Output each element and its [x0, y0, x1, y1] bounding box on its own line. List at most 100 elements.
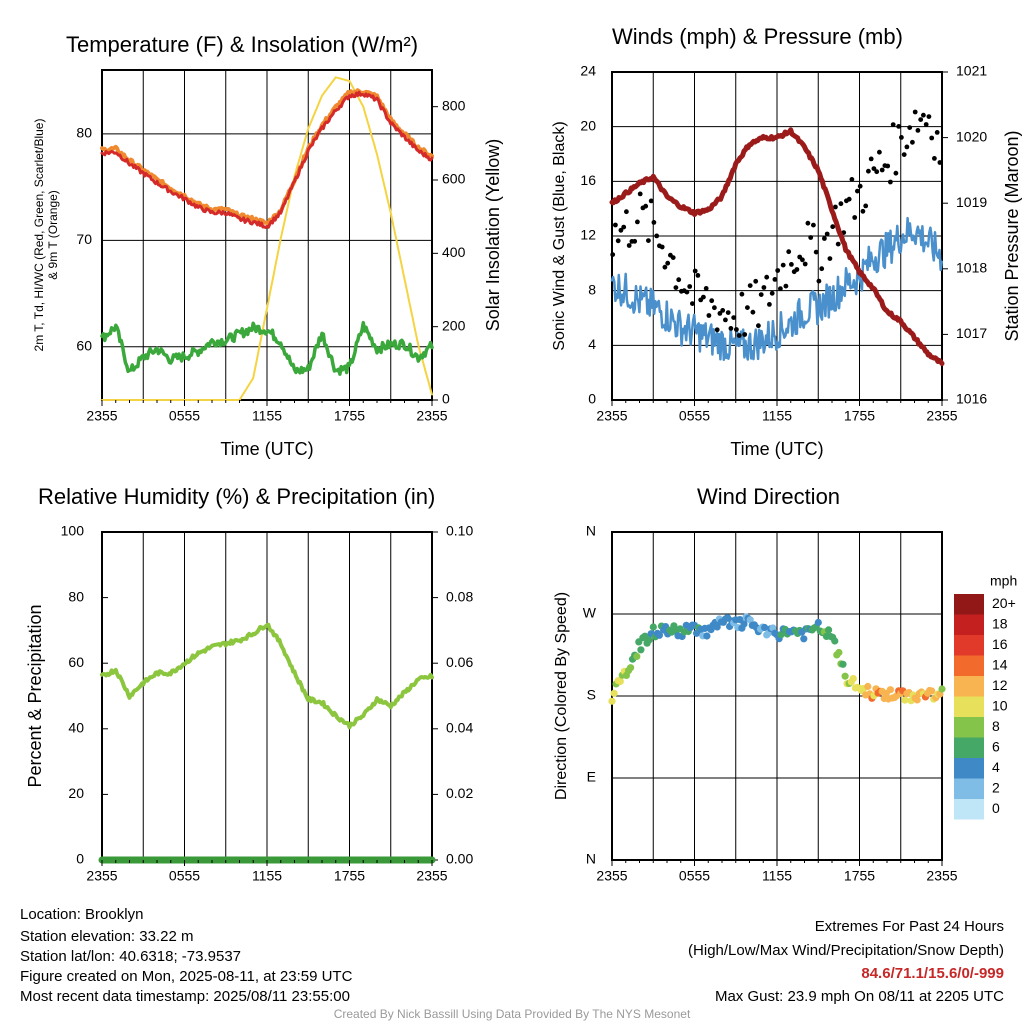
gust-point — [662, 264, 668, 270]
gust-point — [877, 149, 882, 155]
rh-y-tick-label: 80 — [68, 588, 84, 604]
direction-point — [608, 697, 616, 705]
colorbar-label: 4 — [992, 759, 1000, 775]
rh-y-tick-label: 100 — [61, 523, 85, 539]
direction-point — [703, 632, 711, 640]
gust-point — [731, 315, 737, 320]
gust-point — [813, 249, 819, 255]
dir-x-tick-label: 1755 — [844, 868, 875, 884]
gust-point — [811, 222, 816, 228]
direction-point — [928, 687, 936, 695]
gust-point — [830, 224, 836, 230]
gust-point — [673, 285, 679, 290]
gust-point — [637, 191, 643, 197]
gust-point — [778, 286, 783, 292]
gust-point — [761, 285, 767, 290]
dir-y-tick-label: E — [587, 769, 596, 785]
temp-x-axis-label: Time (UTC) — [220, 439, 313, 459]
direction-point — [627, 664, 635, 672]
gust-point — [835, 241, 841, 247]
gust-point — [802, 261, 808, 267]
temp-x-tick-label: 2355 — [86, 408, 117, 424]
temp-y-axis-label: 2m T, Td, HI/WC (Red, Green, Scarlet/Blu… — [32, 119, 46, 352]
direction-point — [637, 646, 645, 654]
gust-point — [618, 227, 624, 233]
direction-point — [616, 677, 624, 686]
rh-x-tick-label: 0555 — [169, 868, 200, 884]
gust-point — [613, 222, 618, 228]
gust-point — [621, 224, 627, 230]
rh-x-tick-label: 1155 — [252, 868, 282, 884]
gust-point — [632, 238, 638, 244]
created-label: Figure created on Mon, 2025-08-11, at 23… — [20, 968, 353, 985]
gust-point — [827, 256, 833, 261]
precip-y-tick-label: 0.08 — [446, 588, 473, 604]
direction-point — [814, 618, 822, 627]
direction-point — [713, 623, 721, 631]
gust-point — [767, 302, 772, 307]
gust-point — [921, 112, 926, 118]
gust-point — [701, 294, 706, 300]
gust-point — [742, 332, 748, 337]
colorbar-cell — [954, 717, 984, 738]
direction-panel-title: Wind Direction — [697, 484, 841, 509]
precip-y-tick-label: 0.02 — [446, 785, 473, 801]
gust-point — [684, 289, 690, 295]
elevation-label: Station elevation: 33.22 m — [20, 928, 194, 945]
colorbar-label: 0 — [992, 800, 1000, 816]
gust-point — [816, 278, 822, 284]
max-gust-label: Max Gust: 23.9 mph On 08/11 at 2205 UTC — [714, 988, 1004, 1005]
gust-point — [890, 122, 896, 127]
dir-x-tick-label: 2355 — [926, 868, 957, 884]
gust-point — [857, 183, 863, 189]
wind-series-line — [610, 216, 944, 362]
gust-point — [764, 274, 770, 280]
rh-y-tick-label: 20 — [68, 785, 84, 801]
gust-point — [756, 323, 761, 329]
colorbar-cell — [954, 594, 984, 615]
temp9m-series-line — [100, 88, 434, 226]
gust-point — [923, 122, 929, 127]
direction-point — [800, 635, 808, 643]
gust-point — [654, 233, 660, 239]
gust-point — [670, 255, 676, 260]
gust-point — [772, 277, 778, 282]
rh-y-tick-label: 60 — [68, 654, 84, 670]
temp-x-tick-label: 2355 — [416, 408, 447, 424]
pres-y-tick-label: 1018 — [956, 260, 987, 276]
gust-point — [747, 283, 753, 288]
rh-panel-title: Relative Humidity (%) & Precipitation (i… — [38, 484, 436, 509]
gust-point — [709, 298, 715, 304]
gust-point — [659, 244, 665, 250]
gust-point — [904, 144, 910, 150]
direction-point — [633, 652, 641, 661]
wind-x-axis-label: Time (UTC) — [730, 439, 823, 459]
dir-x-tick-label: 0555 — [679, 868, 710, 884]
gust-point — [610, 252, 616, 257]
gust-point — [879, 167, 885, 173]
temp2m-series-line — [100, 90, 434, 229]
gust-point — [692, 268, 698, 274]
gust-point — [648, 198, 654, 204]
gust-point — [615, 238, 621, 244]
precip-y-tick-label: 0.00 — [446, 851, 473, 867]
gust-point — [725, 310, 731, 315]
direction-point — [841, 672, 849, 680]
colorbar-label: 6 — [992, 738, 1000, 754]
rh-series-line — [100, 622, 434, 730]
temp-x-tick-label: 0555 — [169, 408, 200, 424]
colorbar-label: 10 — [992, 697, 1008, 713]
temp-y-tick-label: 60 — [76, 337, 92, 353]
dewpoint-series-line — [100, 320, 434, 376]
insol-y-tick-label: 0 — [442, 391, 450, 407]
gust-point — [676, 277, 682, 283]
gust-point — [871, 166, 877, 172]
pres-y-tick-label: 1017 — [956, 325, 987, 341]
extremes-title: Extremes For Past 24 Hours — [814, 918, 1004, 935]
pres-y-tick-label: 1019 — [956, 194, 987, 210]
credit-label: Created By Nick Bassill Using Data Provi… — [333, 1007, 691, 1021]
wind-x-tick-label: 0555 — [679, 408, 710, 424]
gust-point — [687, 284, 693, 289]
gust-point — [824, 231, 830, 237]
precip-y-tick-label: 0.06 — [446, 654, 473, 670]
